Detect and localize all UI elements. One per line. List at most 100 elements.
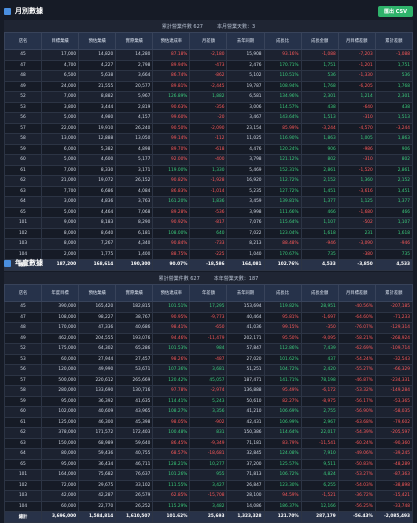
cell: 19,072 — [78, 175, 117, 187]
cell: 60,000 — [41, 500, 80, 512]
cell: 7,076 — [226, 217, 265, 229]
column-header: 月目標差額 — [337, 32, 376, 50]
stats-bar: 累計營業件數 627 本月營業天數：3 — [4, 20, 413, 32]
cell: 5,102 — [226, 70, 265, 82]
column-header: 成長比 — [263, 32, 302, 50]
cell: 171,572 — [78, 427, 117, 439]
cell: 4,476 — [226, 143, 265, 155]
table-row: 48 170,000 47,336 40,686 98.41% -650 41,036 99.… — [3, 322, 414, 334]
cell: 53,671 — [115, 364, 154, 376]
cell: 4,600 — [78, 154, 117, 166]
cell: -487 — [189, 353, 228, 365]
cell: 7,000 — [41, 91, 80, 103]
cell: -2,180 — [189, 49, 228, 61]
cell: 23,154 — [226, 122, 265, 134]
cell: 3,763 — [115, 196, 154, 208]
cell: 20,577 — [115, 80, 154, 92]
cell: 4,836 — [78, 196, 117, 208]
cell: 76,637 — [115, 469, 154, 481]
table-row: 59 95,000 36,392 41,635 114.41% 5,243 50,610 82… — [3, 395, 414, 407]
cell: 41,635 — [115, 395, 154, 407]
cell: 51,251 — [226, 364, 265, 376]
cell: 1,360 — [337, 175, 376, 187]
cell: 4,533 — [374, 259, 414, 271]
table-row: 102 72,000 29,675 33,102 111.55% 3,427 26,847 1… — [3, 479, 414, 491]
cell: 202,171 — [226, 332, 265, 344]
cell: 8,213 — [226, 238, 265, 250]
cell: 95,000 — [41, 458, 80, 470]
cell: 3,664 — [115, 70, 154, 82]
cell: 462,000 — [41, 332, 80, 344]
cell: 98,227 — [78, 311, 117, 323]
cell: 1,513 — [374, 112, 414, 124]
table-row: 52 7,000 8,882 5,967 126.89% 1,882 6,581 134.96… — [3, 91, 414, 103]
cell: 106.69% — [263, 406, 302, 418]
cell: 86.74% — [152, 70, 191, 82]
cell: 175,000 — [41, 343, 80, 355]
cell: 172,403 — [115, 427, 154, 439]
cell: -205,597 — [374, 427, 414, 439]
table-row: 56 120,000 49,990 53,671 107.36% 3,681 51,251 1… — [3, 364, 414, 376]
column-header: 月差額 — [189, 32, 228, 50]
cell: 4,980 — [78, 112, 117, 124]
cell: 3,006 — [226, 101, 265, 113]
cell: -1,521 — [300, 490, 339, 502]
cell: 45 — [3, 49, 43, 61]
cell: 101.53% — [152, 343, 191, 355]
cell: 101.26% — [152, 469, 191, 481]
cell: 16,920 — [226, 175, 265, 187]
cell: 90.95% — [152, 311, 191, 323]
cell: 80,000 — [41, 448, 80, 460]
cell: 437 — [300, 353, 339, 365]
column-header: 累計差額 — [374, 284, 414, 302]
cell: -400 — [189, 154, 228, 166]
cell: 2,152 — [374, 175, 414, 187]
cell: 119.00% — [152, 164, 191, 176]
column-header: 目標業績 — [41, 32, 80, 50]
cell: -350 — [300, 322, 339, 334]
cell: 150,000 — [41, 437, 80, 449]
cell: -3,244 — [300, 122, 339, 134]
table-row: 47 4,700 4,227 2,798 89.94% -473 2,476 170.71% 1… — [3, 59, 414, 71]
cell: 72,000 — [41, 479, 80, 491]
cell: 53 — [3, 101, 43, 113]
cell: 95,000 — [41, 395, 80, 407]
cell: 57 — [3, 374, 43, 386]
table-row: 57 500,000 220,612 265,669 120.42% 45,057 187,… — [3, 374, 414, 386]
cell: 90.63% — [152, 101, 191, 113]
cell: 47 — [3, 59, 43, 71]
cell: 170.71% — [263, 59, 302, 71]
cell: -15,708 — [189, 490, 228, 502]
cell: 12,166 — [300, 500, 339, 512]
cell: 42,000 — [41, 490, 80, 502]
cell: 64 — [3, 448, 43, 460]
cell: 1,330 — [189, 164, 228, 176]
cell: 1,377 — [300, 196, 339, 208]
cell: -536 — [189, 206, 228, 218]
cell: 112.86% — [263, 343, 302, 355]
cell: 14,086 — [226, 500, 265, 512]
cell: 1,768 — [374, 80, 414, 92]
cell: 3,444 — [78, 101, 117, 113]
cell: 108.00% — [152, 227, 191, 239]
cell: 2,755 — [300, 406, 339, 418]
cell: -56.17% — [337, 395, 376, 407]
cell: 45,057 — [189, 374, 228, 386]
cell: 36,392 — [78, 395, 117, 407]
cell: 13,050 — [115, 133, 154, 145]
cell: 40,755 — [115, 448, 154, 460]
column-header: 預估達成率 — [152, 284, 191, 302]
cell: 108.94% — [263, 80, 302, 92]
cell: 27,020 — [226, 353, 265, 365]
cell: 2,861 — [374, 164, 414, 176]
cell: 640 — [189, 227, 228, 239]
table-row: 101 164,000 75,682 76,637 101.26% 955 71,813 10… — [3, 469, 414, 481]
cell: 26,847 — [226, 479, 265, 491]
cell: -54.39% — [337, 427, 376, 439]
cell: 106.72% — [263, 469, 302, 481]
cell: 62 — [3, 427, 43, 439]
cell: 22,017 — [300, 427, 339, 439]
export-button[interactable]: 匯出 CSV — [378, 5, 413, 17]
cell: 89.81% — [152, 80, 191, 92]
cell: 48 — [3, 70, 43, 82]
